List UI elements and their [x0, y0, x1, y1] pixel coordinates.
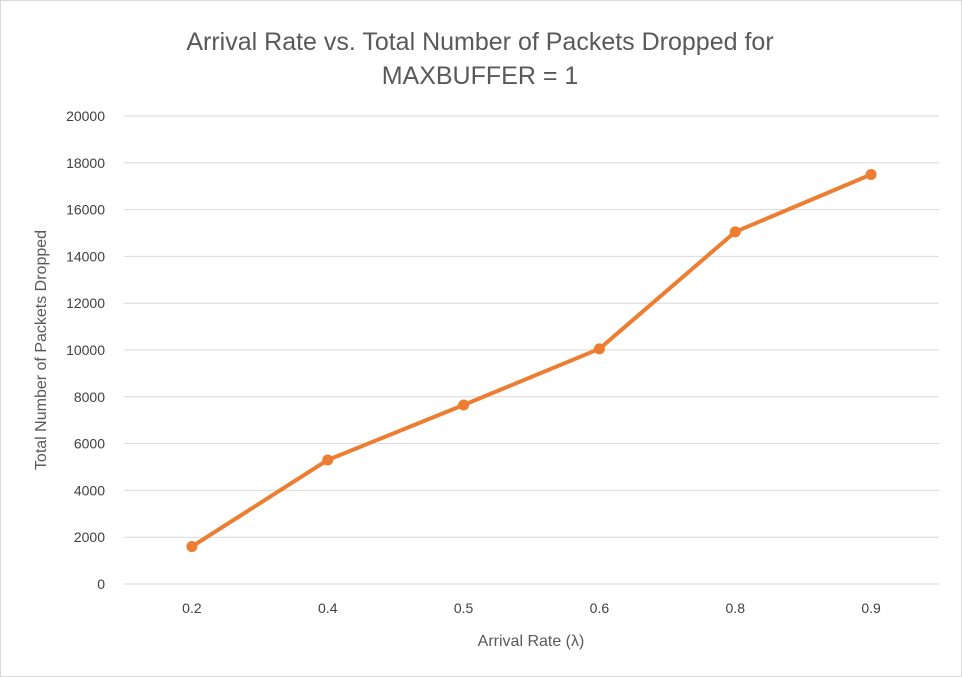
- data-point: [593, 343, 605, 355]
- data-point: [458, 399, 470, 411]
- x-axis-label: Arrival Rate (λ): [478, 633, 585, 650]
- y-tick-label: 2000: [74, 529, 105, 545]
- x-tick-labels: 0.2 0.4 0.5 0.6 0.8 0.9: [182, 600, 881, 616]
- series-layer: [186, 169, 877, 553]
- y-tick-label: 8000: [74, 389, 105, 405]
- x-tick-label: 0.2: [182, 600, 202, 616]
- x-tick-label: 0.5: [454, 600, 474, 616]
- y-tick-label: 12000: [66, 295, 105, 311]
- y-tick-label: 10000: [66, 342, 105, 358]
- y-tick-labels: 0 2000 4000 6000 8000 10000 12000 14000 16000 180…: [66, 108, 105, 592]
- y-tick-label: 16000: [66, 202, 105, 218]
- x-tick-label: 0.9: [861, 600, 881, 616]
- chart-title-line-2: MAXBUFFER = 1: [382, 62, 579, 90]
- y-axis-label: Total Number of Packets Dropped: [33, 230, 50, 470]
- series-line: [189, 172, 874, 549]
- x-tick-label: 0.6: [590, 600, 610, 616]
- y-tick-label: 18000: [66, 155, 105, 171]
- y-tick-label: 6000: [74, 436, 105, 452]
- x-tick-label: 0.8: [726, 600, 746, 616]
- gridlines: [124, 115, 939, 585]
- chart-title: Arrival Rate vs. Total Number of Packets…: [186, 28, 773, 90]
- y-tick-label: 4000: [74, 482, 105, 498]
- y-tick-label: 14000: [66, 248, 105, 264]
- chart-title-line-1: Arrival Rate vs. Total Number of Packets…: [186, 28, 773, 56]
- data-point: [186, 541, 198, 553]
- y-tick-label: 0: [97, 576, 105, 592]
- data-point: [322, 454, 334, 466]
- x-tick-label: 0.4: [318, 600, 338, 616]
- data-point: [729, 226, 741, 238]
- data-point: [865, 169, 877, 180]
- y-tick-label: 20000: [66, 108, 105, 124]
